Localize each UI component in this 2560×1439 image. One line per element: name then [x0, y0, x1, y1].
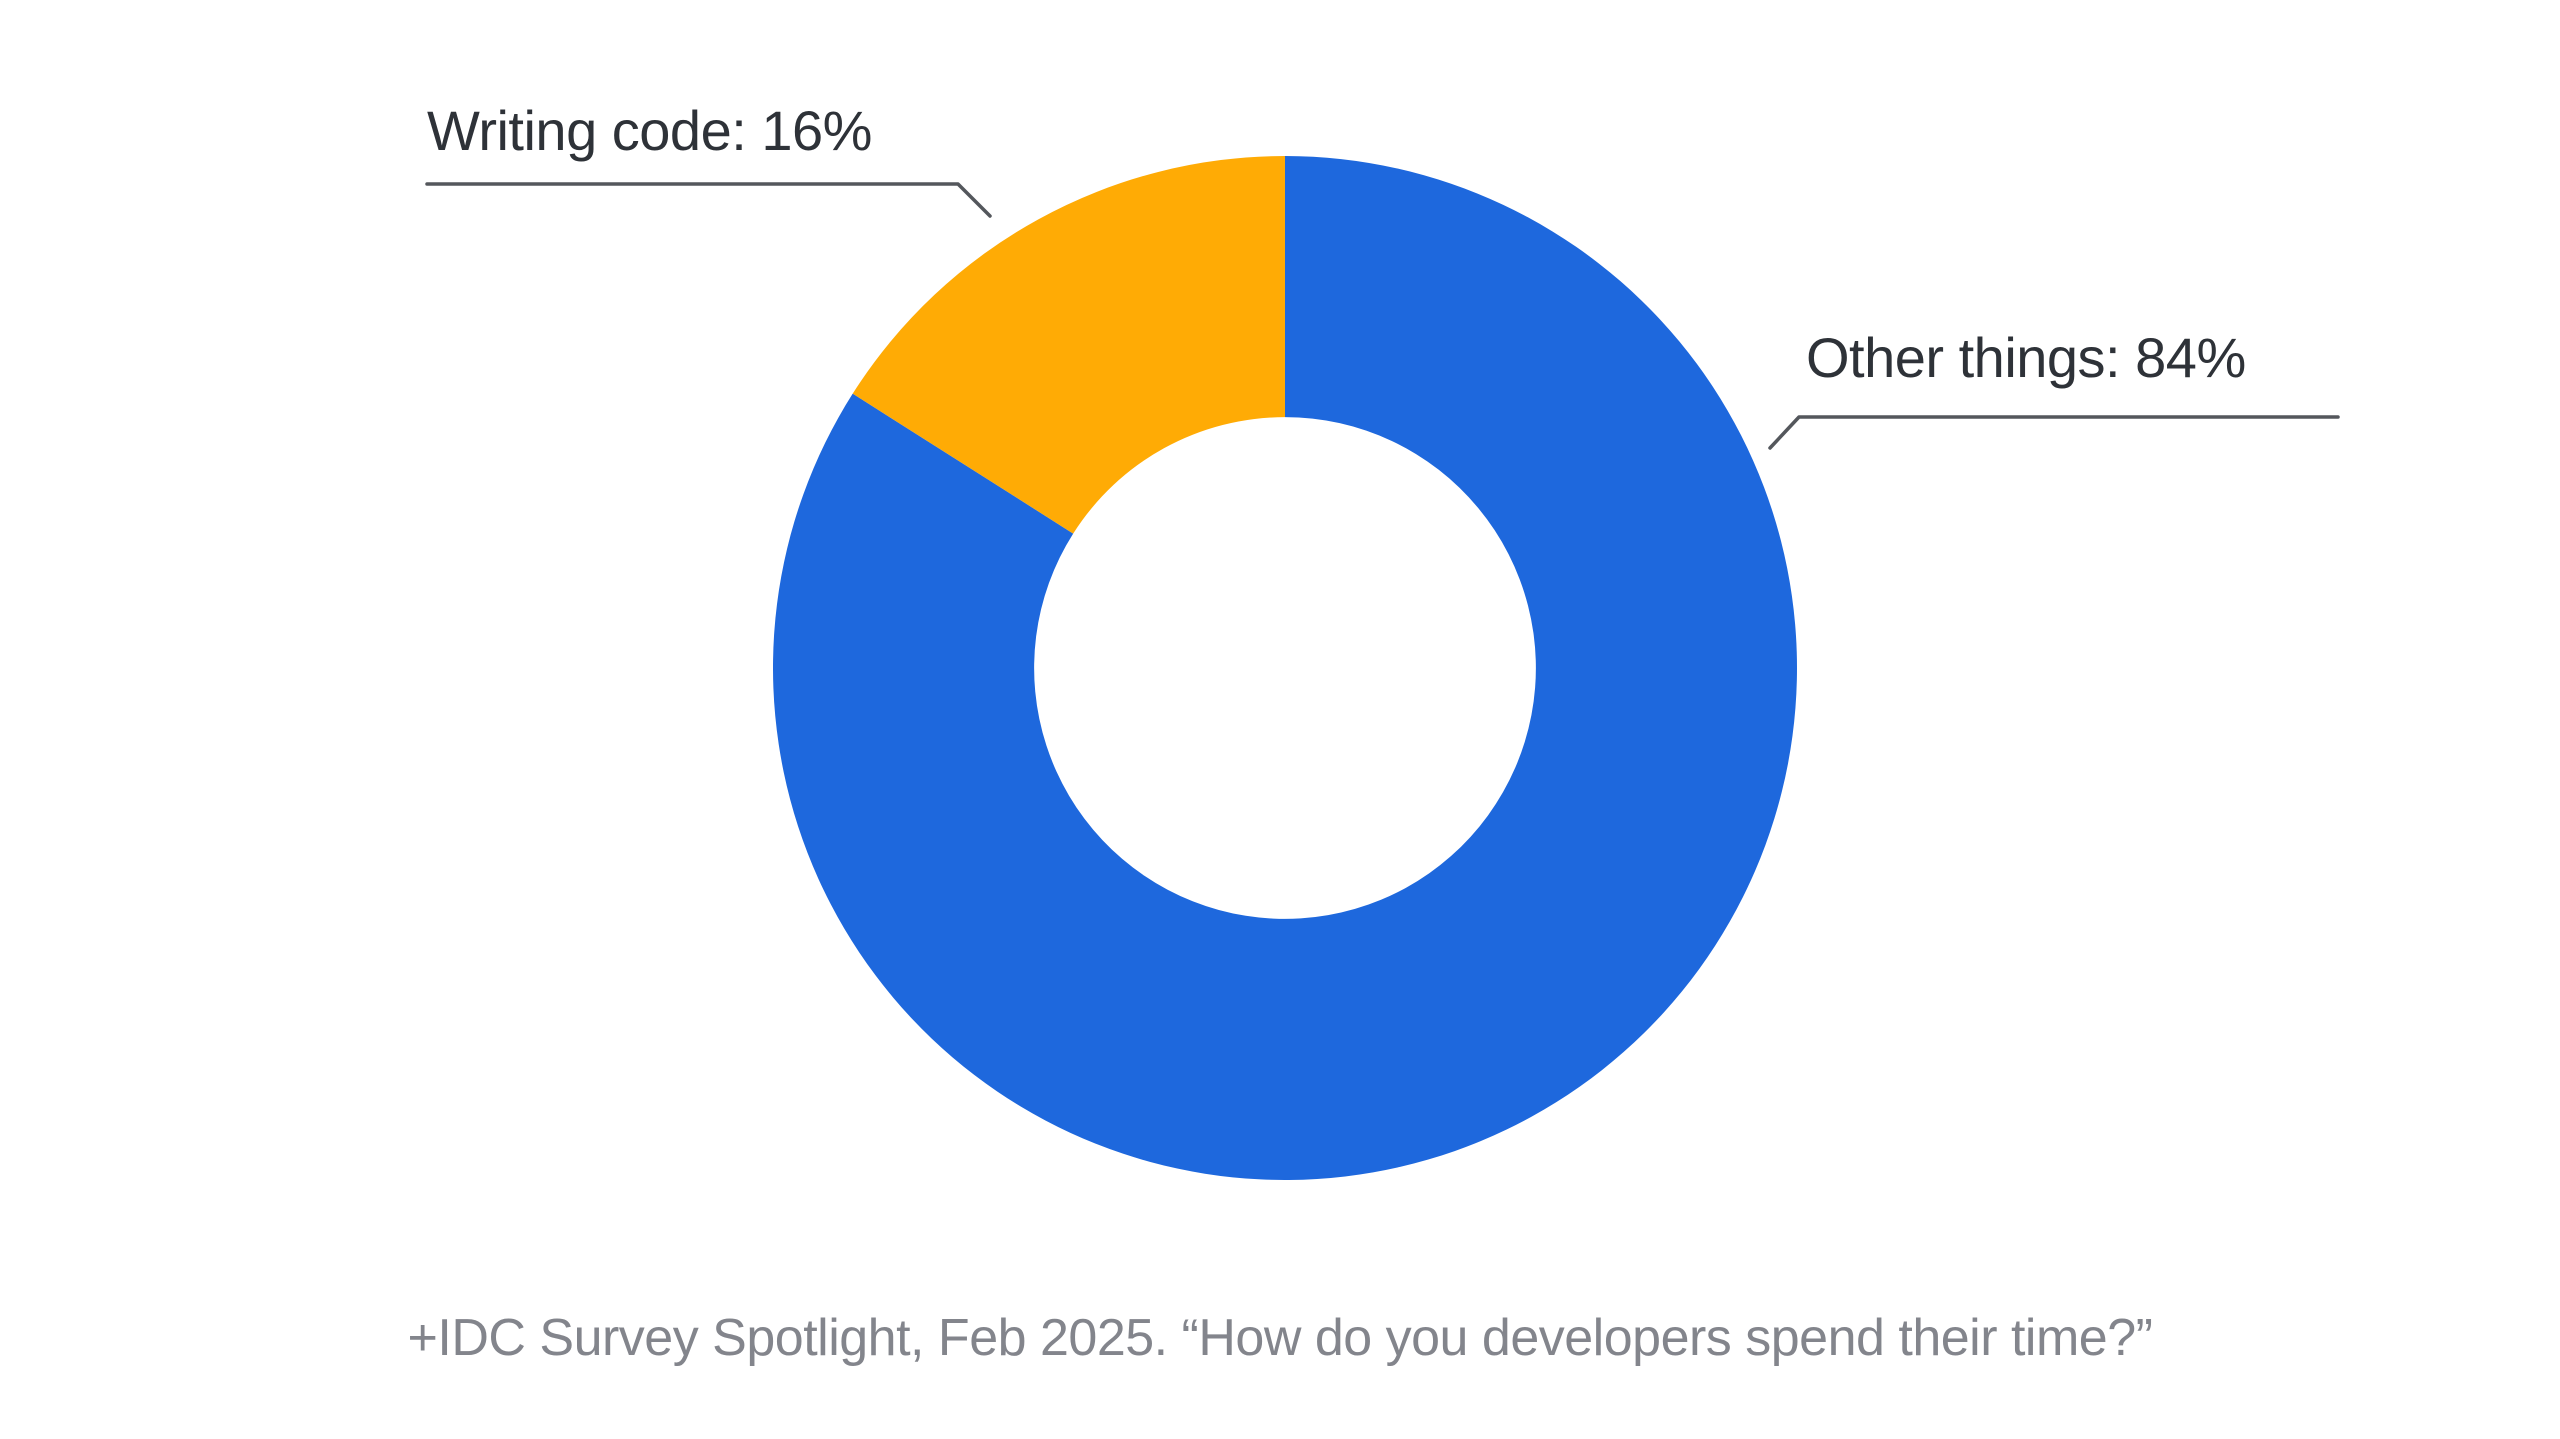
source-caption: +IDC Survey Spotlight, Feb 2025. “How do… [407, 1309, 2153, 1367]
callout-label-other-things: Other things: 84% [1806, 326, 2246, 389]
leader-line-other-things [1768, 415, 2340, 450]
callout-label-writing-code: Writing code: 16% [427, 99, 872, 162]
pie-slice-other-things [773, 156, 1797, 1180]
pie-slice-writing-code [852, 156, 1285, 534]
donut-chart [773, 156, 1797, 1180]
donut-chart-svg [773, 156, 1797, 1180]
